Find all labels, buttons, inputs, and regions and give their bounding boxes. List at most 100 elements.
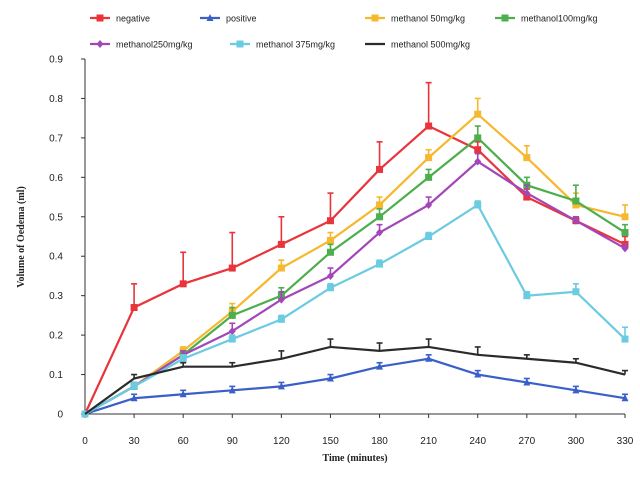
y-tick-label: 0 bbox=[57, 410, 63, 421]
data-point bbox=[621, 244, 629, 253]
legend-label: methanol 50mg/kg bbox=[391, 14, 465, 24]
legend-label: methanol 375mg/kg bbox=[256, 40, 335, 50]
data-point bbox=[621, 394, 629, 402]
series-3 bbox=[81, 125, 629, 418]
legend-item: methanol100mg/kg bbox=[495, 14, 598, 24]
x-ticks: 0 30 60 90 120 150 180 210 240 270 300 330 bbox=[82, 414, 634, 447]
y-tick-label: 0.3 bbox=[49, 291, 63, 302]
data-point bbox=[326, 374, 334, 382]
x-tick-label: 270 bbox=[518, 436, 535, 447]
data-point bbox=[179, 390, 187, 398]
data-point bbox=[277, 295, 285, 304]
series-0 bbox=[81, 81, 629, 418]
data-point bbox=[572, 386, 580, 394]
data-point bbox=[130, 394, 138, 402]
data-point bbox=[376, 165, 384, 173]
legend-item: negative bbox=[90, 14, 150, 24]
legend-label: negative bbox=[116, 14, 150, 24]
data-point bbox=[179, 280, 187, 288]
x-axis-label: Time (minutes) bbox=[322, 453, 387, 464]
legend-item: methanol250mg/kg bbox=[90, 40, 193, 50]
series-line bbox=[84, 345, 626, 415]
legend-marker bbox=[236, 40, 244, 48]
data-point bbox=[474, 370, 482, 378]
data-point bbox=[425, 233, 433, 240]
data-point bbox=[621, 213, 629, 221]
series-5 bbox=[81, 200, 629, 418]
x-tick-label: 0 bbox=[82, 436, 88, 447]
series-line bbox=[84, 203, 626, 415]
data-point bbox=[228, 335, 236, 343]
x-tick-label: 240 bbox=[469, 436, 486, 447]
data-point bbox=[474, 110, 482, 118]
x-tick-label: 120 bbox=[273, 436, 290, 447]
data-point bbox=[326, 217, 334, 225]
legend-marker bbox=[371, 14, 379, 22]
data-point bbox=[277, 382, 285, 390]
data-point bbox=[474, 201, 482, 209]
data-point bbox=[425, 173, 433, 181]
legend-label: methanol250mg/kg bbox=[116, 40, 193, 50]
series-layer bbox=[81, 81, 629, 418]
data-point bbox=[523, 189, 531, 198]
axes bbox=[84, 59, 625, 415]
data-point bbox=[228, 327, 236, 336]
x-tick-label: 210 bbox=[420, 436, 437, 447]
data-point bbox=[376, 213, 384, 221]
series-4 bbox=[81, 152, 629, 418]
data-point bbox=[474, 134, 482, 142]
y-ticks: 0 0.1 0.2 0.3 0.4 0.5 0.6 0.7 0.8 0.9 bbox=[49, 55, 85, 421]
legend-label: positive bbox=[226, 14, 257, 24]
x-tick-label: 150 bbox=[322, 436, 339, 447]
data-point bbox=[326, 284, 334, 292]
y-tick-label: 0.5 bbox=[49, 212, 63, 223]
x-tick-label: 180 bbox=[371, 436, 388, 447]
data-point bbox=[425, 122, 433, 130]
data-point bbox=[228, 311, 236, 319]
x-tick-label: 30 bbox=[129, 436, 141, 447]
data-point bbox=[523, 154, 531, 162]
data-point bbox=[425, 200, 433, 209]
y-tick-label: 0.7 bbox=[49, 133, 63, 144]
series-line bbox=[84, 357, 626, 416]
data-point bbox=[376, 362, 384, 370]
y-tick-label: 0.8 bbox=[49, 94, 63, 105]
x-tick-label: 330 bbox=[617, 436, 634, 447]
legend-marker bbox=[206, 14, 214, 21]
y-tick-label: 0.9 bbox=[49, 55, 63, 66]
series-6 bbox=[84, 338, 628, 415]
legend-item: methanol 375mg/kg bbox=[230, 40, 335, 50]
data-point bbox=[523, 378, 531, 386]
x-tick-label: 300 bbox=[568, 436, 585, 447]
data-point bbox=[572, 201, 580, 209]
legend-label: methanol100mg/kg bbox=[521, 14, 598, 24]
legend-marker bbox=[501, 14, 509, 22]
data-point bbox=[474, 157, 482, 166]
legend-marker bbox=[96, 14, 104, 22]
data-point bbox=[326, 271, 334, 280]
data-point bbox=[376, 201, 384, 209]
data-point bbox=[326, 248, 334, 256]
data-point bbox=[277, 264, 285, 272]
data-point bbox=[179, 355, 187, 363]
y-tick-label: 0.2 bbox=[49, 331, 63, 342]
x-tick-label: 90 bbox=[227, 436, 239, 447]
x-tick-label: 60 bbox=[178, 436, 190, 447]
y-tick-label: 0.6 bbox=[49, 173, 63, 184]
y-tick-label: 0.1 bbox=[49, 370, 63, 381]
legend-marker bbox=[96, 40, 104, 48]
data-point bbox=[130, 304, 138, 311]
legend: negative positive methanol 50mg/kg methanol… bbox=[90, 14, 598, 50]
data-point bbox=[474, 146, 482, 154]
series-1 bbox=[81, 354, 629, 417]
data-point bbox=[572, 216, 580, 225]
y-axis-label: Volume of Oedema (ml) bbox=[16, 186, 27, 288]
series-line bbox=[84, 112, 626, 415]
legend-label: methanol 500mg/kg bbox=[391, 40, 470, 50]
data-point bbox=[621, 229, 629, 237]
data-point bbox=[277, 315, 285, 323]
series-line bbox=[84, 160, 626, 415]
data-point bbox=[228, 386, 236, 394]
y-tick-label: 0.4 bbox=[49, 252, 63, 263]
